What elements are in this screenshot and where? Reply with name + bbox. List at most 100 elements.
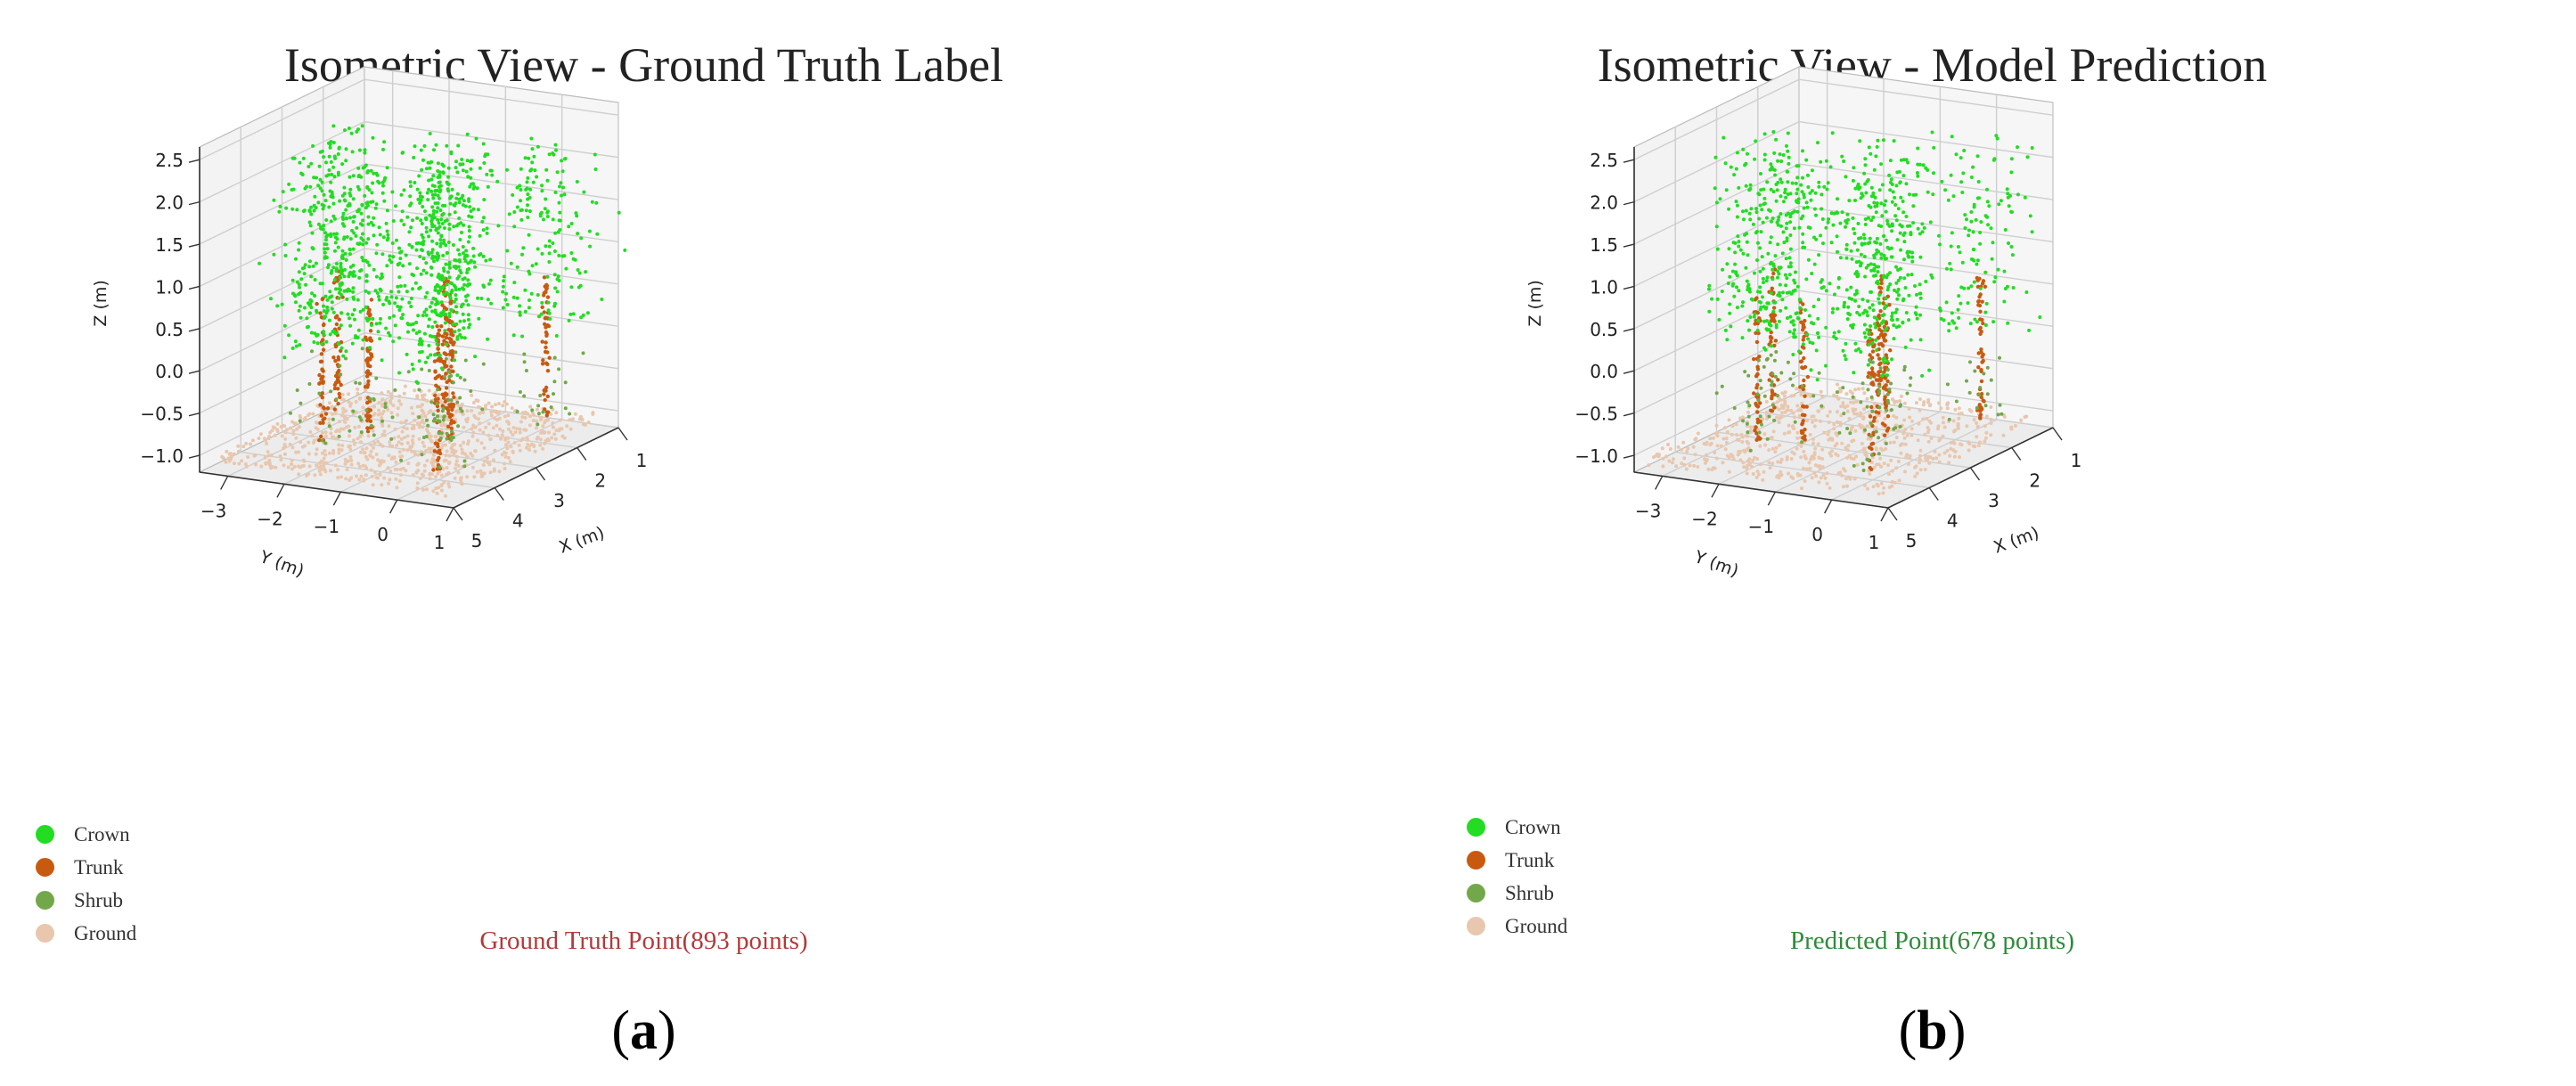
data-point [506, 427, 511, 431]
data-point [438, 437, 443, 440]
data-point [1779, 265, 1783, 270]
data-point [451, 403, 456, 407]
data-point [1887, 472, 1891, 477]
data-point [435, 209, 439, 214]
data-point [557, 279, 561, 282]
data-point [334, 397, 339, 402]
data-point [527, 448, 532, 452]
data-point [1892, 139, 1896, 143]
data-point [1883, 423, 1887, 428]
data-point [462, 257, 467, 261]
data-point [331, 124, 336, 128]
data-point [1867, 331, 1871, 335]
data-point [1890, 229, 1894, 233]
data-point [345, 297, 349, 301]
data-point [482, 471, 487, 476]
data-point [339, 475, 343, 479]
data-point [1861, 448, 1866, 452]
data-point [501, 404, 505, 408]
grid-line [199, 331, 619, 414]
x-tick-label: 5 [1906, 530, 1918, 551]
data-point [1801, 366, 1805, 371]
data-point [402, 426, 406, 430]
data-point [283, 242, 288, 247]
data-point [578, 414, 583, 419]
data-point [423, 360, 428, 364]
data-point [1841, 348, 1845, 353]
data-point [476, 208, 480, 212]
data-point [322, 322, 326, 327]
data-point [1774, 445, 1779, 450]
data-point [544, 439, 548, 443]
data-point [1785, 221, 1789, 225]
data-point [593, 152, 597, 157]
data-point [1806, 225, 1811, 230]
data-point [1995, 136, 1999, 141]
data-point [1721, 461, 1725, 465]
data-point [1844, 357, 1848, 362]
data-point [1819, 389, 1823, 394]
data-point [1775, 475, 1779, 479]
z-tick-label: 2.0 [1590, 192, 1618, 214]
data-point [1768, 334, 1773, 339]
data-point [1754, 296, 1759, 300]
data-point [557, 429, 561, 433]
data-point [464, 298, 469, 303]
shrub-marker-icon [1467, 884, 1485, 902]
data-point [319, 459, 323, 463]
z-tick-label: 1.0 [155, 276, 184, 298]
data-point [1837, 430, 1842, 435]
data-point [1785, 236, 1789, 241]
grid-line [1633, 78, 2054, 160]
data-point [1851, 425, 1854, 429]
data-point [1819, 233, 1822, 238]
data-point [1820, 404, 1824, 408]
data-point [341, 217, 346, 221]
data-point [479, 441, 484, 445]
data-point [358, 309, 363, 314]
data-point [433, 417, 437, 421]
data-point [1809, 457, 1813, 461]
data-point [1868, 236, 1872, 241]
data-point [1762, 364, 1766, 369]
data-point [1794, 181, 1798, 185]
data-point [1753, 322, 1757, 326]
data-point [307, 324, 310, 329]
data-point [1746, 414, 1751, 419]
data-point [519, 217, 524, 222]
data-point [398, 284, 403, 289]
data-point [1878, 378, 1883, 383]
data-point [1967, 448, 1971, 453]
data-point [453, 257, 457, 262]
data-point [1721, 267, 1725, 272]
x-tick-label: 5 [471, 530, 483, 551]
data-point [1899, 394, 1903, 398]
data-point [1978, 286, 1983, 290]
data-point [1771, 383, 1777, 388]
data-point [437, 221, 441, 225]
data-point [372, 216, 376, 220]
data-point [1786, 169, 1789, 174]
data-point [1845, 212, 1850, 216]
data-point [263, 455, 267, 460]
data-point [1885, 368, 1890, 372]
data-point [344, 147, 348, 151]
data-point [1755, 290, 1760, 294]
data-point [456, 143, 461, 148]
data-point [415, 481, 420, 486]
data-point [315, 447, 319, 452]
data-point [1902, 257, 1906, 262]
data-point [340, 162, 345, 167]
data-point [298, 343, 302, 347]
data-point [362, 478, 366, 482]
data-point [551, 425, 555, 429]
data-point [1817, 184, 1821, 189]
data-point [511, 433, 515, 437]
data-point [1882, 233, 1886, 238]
data-point [1863, 217, 1868, 221]
data-point [372, 233, 376, 238]
data-point [1727, 470, 1731, 474]
data-point [1754, 431, 1759, 436]
data-point [353, 317, 356, 322]
data-point [357, 478, 362, 482]
